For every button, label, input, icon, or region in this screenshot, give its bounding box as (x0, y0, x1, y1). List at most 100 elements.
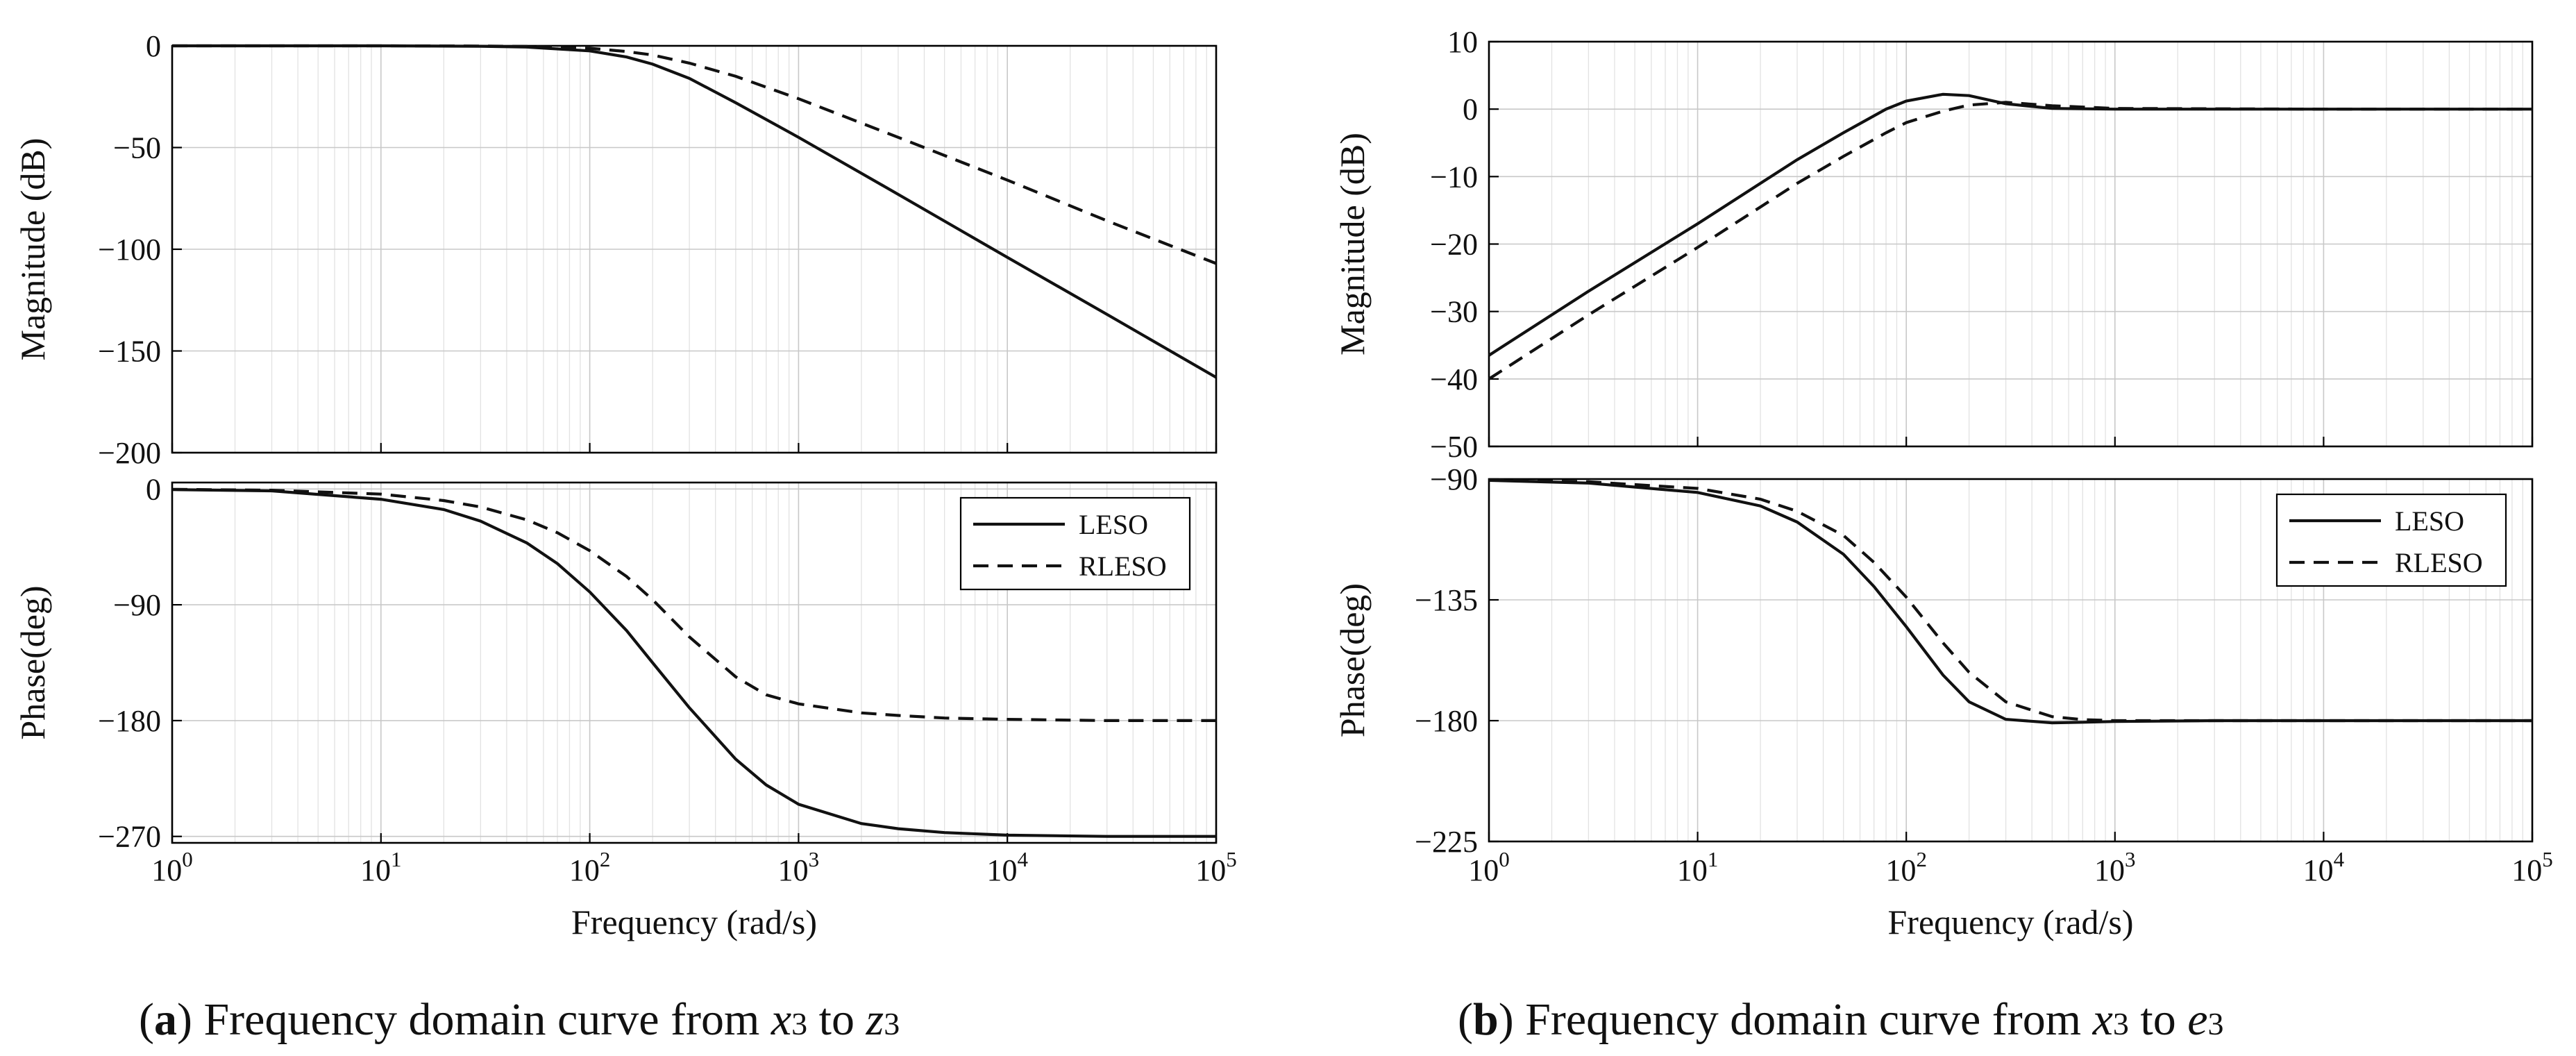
legend-label-rleso: RLESO (2395, 547, 2483, 578)
x-tick-label: 100 (1468, 847, 1510, 887)
magnitude-y-tick-label: −40 (1430, 362, 1478, 396)
magnitude-y-tick-label: −200 (98, 436, 161, 470)
x-tick-base: 10 (2303, 853, 2334, 887)
phase-y-tick-label: −180 (1415, 704, 1478, 738)
phase-y-tick-label: −90 (1430, 462, 1478, 496)
x-tick-exponent: 5 (1226, 847, 1237, 871)
x-tick-exponent: 1 (1708, 847, 1719, 871)
magnitude-y-tick-label: −30 (1430, 295, 1478, 329)
phase-series-leso (171, 488, 1216, 838)
caption-a-sub1: 3 (791, 1006, 807, 1041)
x-tick-label: 105 (2511, 847, 2553, 887)
caption-b-mid: to (2140, 994, 2175, 1045)
x-tick-exponent: 1 (391, 847, 402, 871)
magnitude-y-tick-label: −10 (1430, 160, 1478, 194)
x-tick-exponent: 0 (1499, 847, 1510, 871)
phase-y-tick-label: −180 (98, 704, 161, 738)
caption-b-var2: e (2187, 994, 2207, 1045)
x-tick-exponent: 5 (2542, 847, 2553, 871)
phase-y-tick-label: −225 (1415, 825, 1478, 859)
x-axis-label: Frequency (rad/s) (1887, 903, 2133, 941)
phase-axes-frame (171, 481, 1218, 844)
legend-label-leso: LESO (1079, 509, 1148, 540)
x-tick-exponent: 4 (1017, 847, 1028, 871)
magnitude-y-axis-label: Magnitude (dB) (13, 138, 52, 361)
caption-a-var1: x (771, 994, 791, 1045)
caption-a-text: Frequency domain curve from (203, 994, 759, 1045)
phase-y-tick-label: −90 (113, 588, 161, 622)
caption-a-var2: z (866, 994, 884, 1045)
x-tick-exponent: 2 (1916, 847, 1927, 871)
caption-a-sub2: 3 (884, 1006, 900, 1041)
magnitude-axes-frame (1488, 40, 2534, 448)
x-tick-base: 10 (1468, 853, 1499, 887)
magnitude-y-tick-label: 0 (146, 29, 161, 63)
caption-b: (b) Frequency domain curve from x3 to e3 (1458, 994, 2224, 1045)
legend-box (959, 496, 1191, 591)
magnitude-y-tick-label: −50 (113, 131, 161, 165)
phase-y-tick-label: −135 (1415, 583, 1478, 617)
x-tick-exponent: 0 (182, 847, 193, 871)
x-tick-base: 10 (2094, 853, 2125, 887)
magnitude-series-leso (172, 44, 1218, 379)
phase-series-rleso (1488, 478, 2532, 723)
x-tick-base: 10 (360, 853, 391, 887)
caption-b-sub1: 3 (2113, 1006, 2129, 1041)
magnitude-y-tick-label: −20 (1430, 228, 1478, 262)
x-tick-label: 102 (569, 847, 611, 887)
x-tick-label: 104 (986, 847, 1028, 887)
x-tick-base: 10 (1885, 853, 1916, 887)
phase-y-axis-label: Phase(deg) (13, 585, 52, 739)
magnitude-y-tick-label: 0 (1463, 92, 1478, 126)
x-tick-label: 101 (1677, 847, 1719, 887)
magnitude-series-rleso (172, 44, 1217, 265)
legend: LESO RLESO (2275, 493, 2507, 587)
caption-b-sub2: 3 (2208, 1006, 2224, 1041)
x-tick-label: 102 (1885, 847, 1927, 887)
x-tick-base: 10 (2511, 853, 2542, 887)
x-tick-base: 10 (1195, 853, 1226, 887)
caption-a-mid: to (819, 994, 855, 1045)
x-tick-label: 105 (1195, 847, 1237, 887)
legend-box (2275, 493, 2507, 587)
magnitude-y-tick-label: 10 (1447, 25, 1478, 59)
x-tick-label: 101 (360, 847, 402, 887)
caption-b-label: b (1473, 994, 1499, 1045)
legend: LESO RLESO (959, 496, 1191, 591)
magnitude-series-rleso (1488, 101, 2532, 380)
magnitude-y-tick-label: −100 (98, 233, 161, 267)
magnitude-axes-frame (171, 44, 1218, 454)
x-tick-exponent: 3 (809, 847, 820, 871)
x-tick-label: 100 (151, 847, 193, 887)
legend-label-leso: LESO (2395, 505, 2464, 537)
chart-a: 0 −50 −100 −150 −200 Magnitude (dB) 0 −90 −180 −2… (13, 29, 1237, 941)
phase-y-tick-label: 0 (146, 472, 161, 506)
caption-b-text: Frequency domain curve from (1525, 994, 2081, 1045)
phase-y-tick-label: −270 (98, 820, 161, 854)
x-tick-label: 104 (2303, 847, 2345, 887)
caption-a-label: a (154, 994, 177, 1045)
x-tick-base: 10 (778, 853, 809, 887)
caption-b-var1: x (2092, 994, 2113, 1045)
x-axis-label: Frequency (rad/s) (571, 903, 817, 941)
magnitude-y-tick-label: −50 (1430, 430, 1478, 464)
x-tick-exponent: 2 (600, 847, 611, 871)
x-tick-label: 103 (2094, 847, 2136, 887)
phase-y-axis-label: Phase(deg) (1333, 583, 1372, 737)
magnitude-series-leso (1488, 92, 2532, 357)
caption-a: (a) Frequency domain curve from x3 to z3 (139, 994, 900, 1045)
x-tick-base: 10 (151, 853, 182, 887)
x-tick-exponent: 4 (2334, 847, 2345, 871)
legend-label-rleso: RLESO (1079, 551, 1167, 582)
x-tick-exponent: 3 (2125, 847, 2136, 871)
x-tick-label: 103 (778, 847, 820, 887)
x-tick-base: 10 (986, 853, 1017, 887)
x-tick-base: 10 (569, 853, 600, 887)
magnitude-y-axis-label: Magnitude (dB) (1333, 133, 1372, 355)
phase-series-rleso (171, 487, 1216, 723)
magnitude-y-tick-label: −150 (98, 335, 161, 369)
phase-axes-frame (1488, 478, 2534, 843)
x-tick-base: 10 (1677, 853, 1708, 887)
